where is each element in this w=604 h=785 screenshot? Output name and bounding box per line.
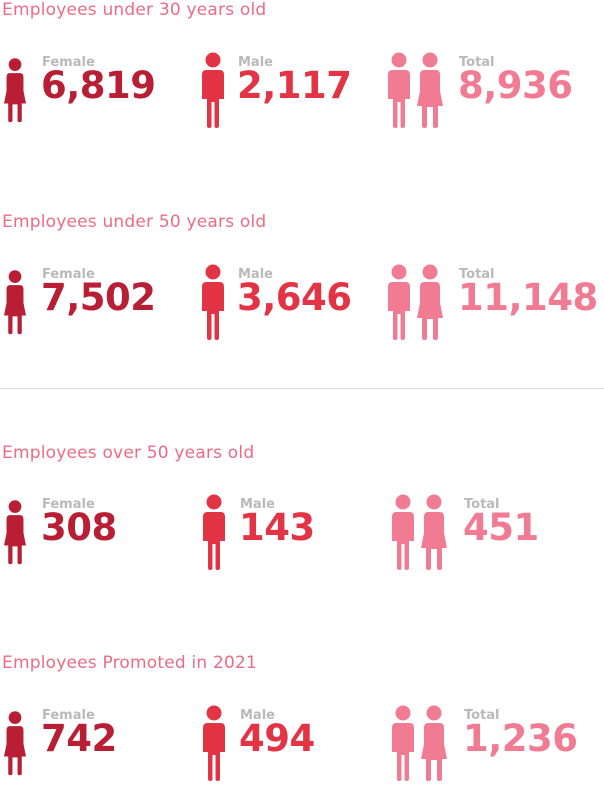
stat-label: Male (240, 497, 275, 512)
couple-figure-icon (392, 705, 447, 781)
male-figure-icon (202, 264, 224, 340)
stat-value: 742 (41, 717, 117, 760)
stat-total: Total 451 (392, 494, 602, 574)
stat-male: Male 143 (203, 494, 383, 574)
female-figure-icon (4, 494, 26, 570)
couple-figure-icon (388, 264, 443, 340)
stat-label: Male (238, 55, 273, 70)
stat-total: Total 1,236 (392, 705, 602, 785)
stat-female: Female 308 (4, 494, 194, 574)
stat-male: Male 2,117 (202, 52, 382, 132)
section-title: Employees under 30 years old (2, 0, 267, 20)
stat-value: 308 (41, 506, 117, 549)
male-figure-icon (203, 705, 225, 781)
stat-value: 3,646 (237, 276, 352, 319)
stat-label: Total (464, 708, 500, 723)
stat-female: Female 6,819 (4, 52, 194, 132)
stat-total: Total 8,936 (388, 52, 598, 132)
stat-total: Total 11,148 (388, 264, 598, 344)
female-figure-icon (4, 264, 26, 340)
stat-value: 1,236 (463, 717, 578, 760)
stat-value: 494 (239, 717, 315, 760)
stat-label: Female (42, 267, 95, 282)
stat-label: Female (42, 708, 95, 723)
female-figure-icon (4, 705, 26, 781)
stat-label: Male (238, 267, 273, 282)
stat-female: Female 742 (4, 705, 194, 785)
female-figure-icon (4, 52, 26, 128)
stat-value: 2,117 (237, 64, 352, 107)
stat-male: Male 3,646 (202, 264, 382, 344)
stat-label: Male (240, 708, 275, 723)
section-title: Employees Promoted in 2021 (2, 653, 258, 673)
stat-value: 451 (463, 506, 539, 549)
stat-value: 6,819 (41, 64, 156, 107)
section-divider (0, 388, 604, 389)
stat-male: Male 494 (203, 705, 383, 785)
stat-label: Total (464, 497, 500, 512)
stat-label: Total (459, 267, 495, 282)
couple-figure-icon (392, 494, 447, 570)
stat-value: 8,936 (458, 64, 573, 107)
couple-figure-icon (388, 52, 443, 128)
stat-label: Female (42, 55, 95, 70)
male-figure-icon (202, 52, 224, 128)
section-title: Employees under 50 years old (2, 212, 267, 232)
stat-value: 143 (239, 506, 315, 549)
section-title: Employees over 50 years old (2, 443, 255, 463)
stat-female: Female 7,502 (4, 264, 194, 344)
stat-label: Total (459, 55, 495, 70)
stat-value: 11,148 (458, 276, 598, 319)
male-figure-icon (203, 494, 225, 570)
stat-value: 7,502 (41, 276, 156, 319)
stat-label: Female (42, 497, 95, 512)
